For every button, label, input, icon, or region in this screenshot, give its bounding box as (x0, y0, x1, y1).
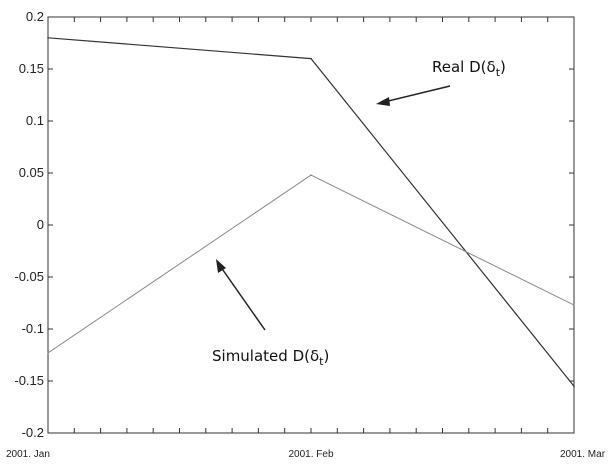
series-group (47, 37, 575, 388)
x-tick-label: 2001. Feb (288, 449, 333, 460)
y-tick-label: -0.2 (22, 425, 44, 440)
series-line-simulated (47, 174, 575, 354)
annotation-simulated-arrowhead (216, 259, 226, 273)
y-tick-label: 0.2 (26, 9, 44, 24)
y-tick-label: -0.15 (14, 373, 44, 388)
y-tick-label: 0.1 (26, 113, 44, 128)
data-point-real (573, 385, 575, 388)
x-tick-label: 2001. Mar (560, 449, 606, 460)
data-point-real (47, 37, 49, 39)
plot-frame (47, 16, 575, 434)
x-tick-label: 2001. Jan (6, 449, 50, 460)
y-tick-label: 0.15 (19, 61, 44, 76)
y-tick-label: 0.05 (19, 165, 44, 180)
x-axis: 2001. Jan 2001. Feb 2001. Mar (6, 17, 606, 460)
y-tick-label: 0 (37, 217, 44, 232)
y-tick-label: -0.1 (22, 321, 44, 336)
annotation-real-arrow (379, 85, 451, 104)
y-axis: 0.2 0.15 0.1 0.05 0 -0.05 -0.1 -0.15 -0.2 (14, 9, 574, 440)
annotation-simulated-arrow (217, 262, 266, 331)
data-point-simulated (573, 304, 575, 306)
annotation-simulated: Simulated D(δt) (212, 347, 329, 368)
data-point-simulated (310, 174, 312, 176)
data-point-real (310, 57, 312, 60)
annotation-real: Real D(δt) (432, 58, 506, 79)
y-tick-label: -0.05 (14, 269, 44, 284)
data-point-simulated (47, 352, 49, 354)
series-line-real (47, 37, 575, 387)
annotation-real-arrowhead (376, 97, 390, 106)
